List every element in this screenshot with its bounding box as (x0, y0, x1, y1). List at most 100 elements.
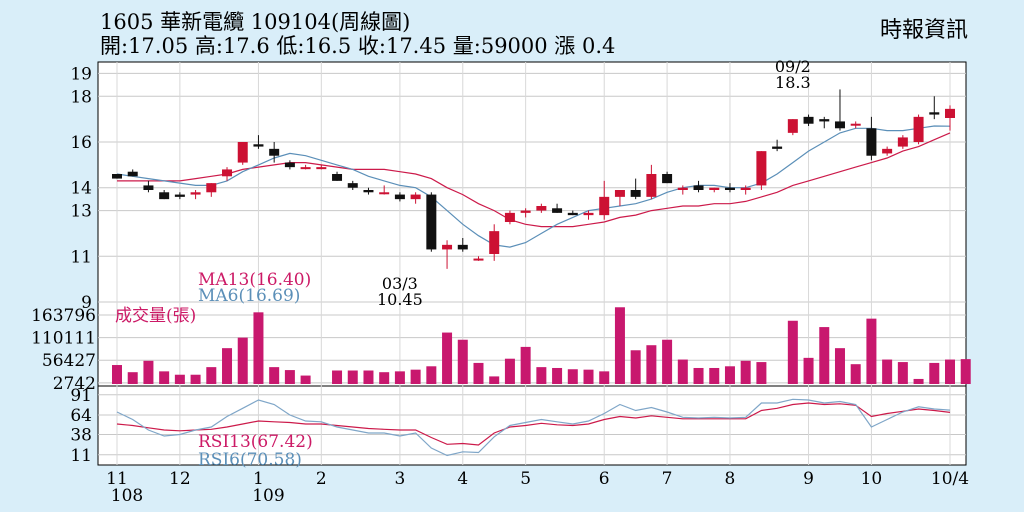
x-tick-label: 1 (253, 469, 264, 489)
candle-body (332, 174, 343, 181)
volume-bar (787, 320, 798, 384)
x-tick-label: 3 (394, 469, 405, 489)
x-tick-label: 10/4 (931, 469, 969, 489)
price-tick-label: 14 (70, 179, 92, 199)
volume-bar (929, 362, 940, 384)
x-tick-label: 8 (725, 469, 736, 489)
x-tick-label: 4 (457, 469, 468, 489)
x-tick-label: 7 (662, 469, 673, 489)
chart-title: 1605 華新電纜 109104(周線圖) (100, 10, 411, 34)
volume-bar (646, 345, 657, 384)
candle-body (897, 137, 908, 147)
candle-body (913, 116, 924, 142)
volume-bar (866, 318, 877, 384)
rsi13-legend: RSI13(67.42) (198, 432, 313, 452)
volume-bar (630, 350, 641, 384)
candle-body (222, 169, 233, 177)
volume-bar (614, 307, 625, 384)
volume-bar (300, 375, 311, 384)
candle-body (693, 185, 704, 190)
rsi-tick-label: 64 (70, 406, 92, 426)
candle-body (945, 108, 955, 118)
rsi-tick-label: 38 (70, 426, 92, 446)
candle-body (442, 244, 453, 250)
candle-body (834, 121, 845, 129)
ma13-line (117, 132, 951, 228)
volume-bar (677, 359, 688, 384)
rsi6-line (116, 398, 951, 457)
candle-body (787, 119, 798, 133)
rsi-panel (97, 385, 967, 466)
candle-body (520, 210, 531, 213)
volume-tick-label: 110111 (31, 329, 96, 349)
candle-body (284, 162, 295, 168)
candle-body (316, 167, 327, 170)
price-tick-label: 11 (70, 247, 92, 267)
candle-body (740, 187, 751, 190)
volume-bar (143, 360, 154, 384)
candle-body (379, 192, 390, 195)
volume-bar (520, 346, 531, 384)
volume-bar (457, 339, 468, 384)
candle-body (426, 194, 437, 250)
ma6-legend: MA6(16.69) (198, 286, 300, 306)
x-tick-label: 2 (316, 469, 327, 489)
candle-body (143, 185, 154, 190)
candle-body (599, 196, 610, 216)
volume-tick-label: 163796 (31, 306, 96, 326)
candle-body (614, 190, 625, 197)
volume-bar (489, 376, 500, 384)
volume-bar (583, 369, 594, 384)
volume-bar (834, 348, 845, 384)
volume-bar (237, 337, 248, 384)
high-annotation-date: 09/2 (775, 57, 811, 76)
volume-bar (253, 312, 264, 384)
candle-body (237, 142, 248, 163)
low-annotation-date: 03/3 (382, 274, 418, 293)
volume-bar (410, 369, 421, 384)
candle-body (159, 192, 170, 200)
price-tick-label: 19 (70, 64, 92, 84)
volume-label: 成交量(張) (115, 306, 196, 326)
candle-body (410, 194, 421, 200)
candle-body (756, 151, 767, 186)
volume-bar (442, 332, 453, 384)
candle-body (866, 128, 877, 156)
x-tick-label: 11 (106, 469, 128, 489)
volume-bar (159, 371, 170, 384)
volume-bar (897, 362, 908, 384)
candle-body (174, 194, 185, 197)
candle-body (724, 187, 735, 190)
candle-body (882, 148, 893, 154)
volume-bar (332, 370, 343, 384)
ma13-legend: MA13(16.40) (198, 270, 311, 290)
volume-bar (599, 371, 610, 384)
price-panel (97, 61, 967, 303)
candle-body (552, 208, 563, 213)
volume-bar (819, 327, 830, 384)
x-tick-year: 109 (252, 486, 284, 506)
volume-bar (426, 366, 437, 384)
volume-bar (850, 364, 861, 384)
candle-body (300, 167, 311, 170)
candle-body (819, 119, 830, 122)
volume-bar (536, 367, 547, 384)
volume-bar (206, 367, 217, 384)
source-label: 時報資訊 (879, 18, 968, 43)
volume-bar (803, 357, 814, 384)
volume-bar (724, 366, 735, 384)
volume-bar (552, 367, 563, 384)
candle-body (457, 244, 468, 250)
volume-bar (127, 372, 138, 384)
volume-bar (662, 339, 673, 384)
x-tick-label: 12 (169, 469, 191, 489)
price-tick-label: 13 (70, 202, 92, 222)
candle-body (504, 212, 515, 222)
volume-bar (504, 358, 515, 384)
candle-body (583, 212, 594, 216)
volume-bar (882, 359, 893, 384)
rsi-tick-label: 11 (70, 446, 92, 466)
price-tick-label: 16 (70, 133, 92, 153)
candle-body (567, 212, 578, 216)
volume-bar (960, 359, 971, 384)
